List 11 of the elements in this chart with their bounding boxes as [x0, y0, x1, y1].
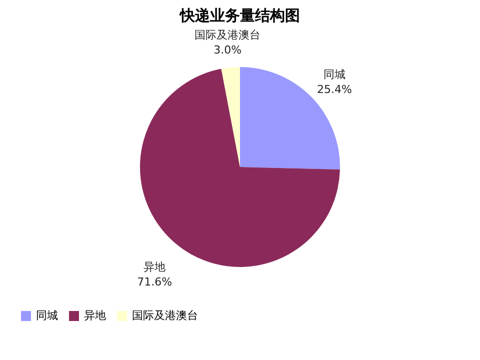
slice-label: 异地 — [144, 260, 166, 274]
pie-slice — [221, 67, 240, 167]
chart-title: 快递业务量结构图 — [179, 6, 300, 25]
legend-label: 同城 — [36, 309, 58, 322]
legend-label: 异地 — [84, 309, 106, 322]
legend-label: 国际及港澳台 — [132, 309, 198, 322]
data-label: 3.0% — [214, 44, 242, 57]
slice-label: 国际及港澳台 — [194, 28, 261, 42]
data-label: 71.6% — [137, 276, 172, 289]
data-label: 25.4% — [317, 82, 352, 96]
slice-label: 同城 — [324, 68, 346, 81]
